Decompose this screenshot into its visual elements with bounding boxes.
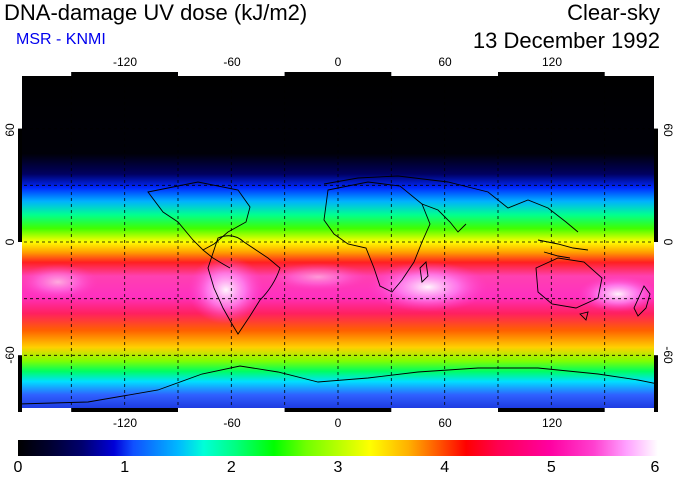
left-lat-tick-label: 0 (3, 238, 17, 246)
top-lon-tick-label: -120 (112, 55, 138, 69)
uv-dose-map (18, 72, 658, 412)
colorbar-tick-label: 2 (226, 459, 236, 476)
uv-hotspot (578, 276, 658, 312)
sky-condition-label: Clear-sky (567, 0, 660, 25)
right-lat-tick-label: 0 (661, 238, 675, 246)
colorbar-tick-label: 0 (13, 459, 23, 476)
map-title: DNA-damage UV dose (kJ/m2) (4, 0, 308, 25)
bottom-lon-tick-label: -120 (112, 416, 138, 430)
bottom-lon-tick-label: 0 (334, 416, 342, 430)
graticule (18, 72, 658, 412)
colorbar-tick-label: 5 (546, 459, 556, 476)
bottom-lon-tick-label: 120 (541, 416, 563, 430)
map-date-label: 13 December 1992 (472, 28, 660, 53)
top-lon-tick-label: 60 (438, 55, 452, 69)
colorbar-tick-label: 3 (333, 459, 343, 476)
top-lon-tick-label: 120 (541, 55, 563, 69)
colorbar (18, 440, 658, 456)
top-lon-tick-label: -60 (223, 55, 241, 69)
uv-hotspot (368, 262, 488, 312)
left-lat-tick-label: -60 (3, 346, 17, 364)
uv-hotspot (188, 256, 264, 324)
bottom-lon-tick-label: 60 (438, 416, 452, 430)
bottom-lon-tick-label: -60 (223, 416, 241, 430)
uv-hotspot (18, 264, 98, 300)
colorbar-tick-label: 1 (120, 459, 130, 476)
right-lat-tick-label: -60 (661, 346, 675, 364)
left-lat-tick-label: 60 (3, 123, 17, 137)
uv-hotspot (268, 263, 368, 291)
map-source-label: MSR - KNMI (16, 31, 106, 48)
colorbar-tick-label: 4 (440, 459, 450, 476)
right-lat-tick-label: 60 (661, 123, 675, 137)
map-frame (18, 72, 658, 412)
colorbar-tick-label: 6 (650, 459, 660, 476)
top-lon-tick-label: 0 (334, 55, 342, 69)
